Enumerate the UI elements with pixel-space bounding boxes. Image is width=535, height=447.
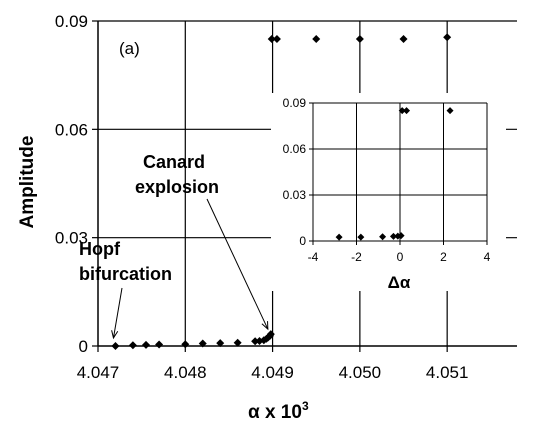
- main-y-tick-label: 0.06: [55, 120, 88, 139]
- main-data-point: [111, 342, 119, 350]
- inset-background: [271, 93, 506, 291]
- panel-label: (a): [119, 39, 140, 58]
- main-x-tick-label: 4.047: [77, 363, 120, 382]
- annotation-arrow: [207, 199, 268, 329]
- y-axis-title: Amplitude: [17, 136, 38, 229]
- inset-x-tick-label: 4: [484, 250, 491, 264]
- inset-x-tick-label: -4: [308, 250, 319, 264]
- annotation-text-line: bifurcation: [79, 264, 172, 284]
- inset-x-tick-label: -2: [351, 250, 362, 264]
- annotation-text-line: Canard: [143, 152, 205, 172]
- inset-y-tick-label: 0: [299, 234, 306, 248]
- annotation-arrow: [113, 288, 122, 338]
- inset-y-tick-label: 0.06: [283, 142, 307, 156]
- inset-y-tick-label: 0.03: [283, 188, 307, 202]
- main-data-point: [142, 341, 150, 349]
- inset-x-axis-title: Δα: [388, 273, 411, 292]
- inset-x-tick-label: 2: [440, 250, 447, 264]
- main-data-point: [356, 35, 364, 43]
- inset-chart: -4 -2 0 2 4 0 0.03 0.06 0.09 Δα: [271, 93, 506, 292]
- main-data-point: [181, 340, 189, 348]
- main-x-tick-label: 4.051: [426, 363, 469, 382]
- main-data-point: [443, 33, 451, 41]
- inset-y-tick-label: 0.09: [283, 96, 307, 110]
- inset-x-tick-label: 0: [397, 250, 404, 264]
- main-x-tick-label: 4.049: [251, 363, 294, 382]
- annotation-text-line: explosion: [135, 177, 219, 197]
- x-axis-title-main: α x 10: [248, 402, 302, 423]
- annotation-text-line: Hopf: [79, 239, 121, 259]
- main-x-tick-labels: 4.047 4.048 4.049 4.050 4.051: [77, 363, 469, 382]
- main-annotations: Canard explosion Hopf bifurcation: [79, 152, 268, 338]
- main-data-point: [129, 341, 137, 349]
- main-x-tick-label: 4.048: [164, 363, 207, 382]
- main-y-tick-label: 0.09: [55, 12, 88, 31]
- main-data-point: [312, 35, 320, 43]
- x-axis-title: α x 103: [248, 399, 309, 423]
- main-x-tick-label: 4.050: [339, 363, 382, 382]
- main-y-tick-labels: 00.030.060.09: [55, 12, 88, 356]
- x-axis-title-exponent: 3: [302, 399, 309, 413]
- main-data-point: [273, 35, 281, 43]
- main-y-tick-label: 0: [79, 337, 88, 356]
- main-data-point: [155, 341, 163, 349]
- main-data-point: [400, 35, 408, 43]
